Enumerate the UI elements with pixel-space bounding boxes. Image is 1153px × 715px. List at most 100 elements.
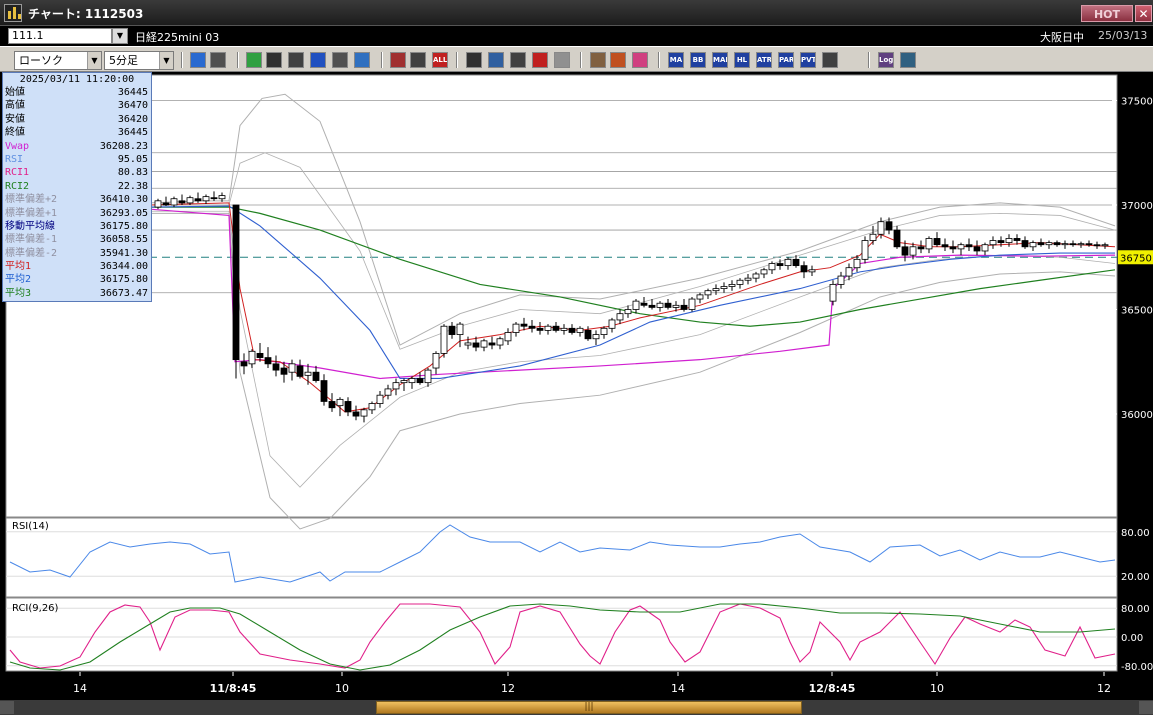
code-input[interactable]: 111.1: [8, 28, 112, 44]
candle-body: [728, 284, 736, 287]
rci2-line: [9, 603, 1116, 671]
undo-icon[interactable]: [310, 52, 326, 68]
candle-body: [392, 382, 400, 390]
trash-icon[interactable]: [354, 52, 370, 68]
hot-button[interactable]: HOT: [1081, 5, 1133, 22]
scroll-left-button[interactable]: [0, 701, 14, 714]
candle-body: [296, 365, 304, 377]
candle-body: [696, 294, 704, 300]
candle-body: [280, 367, 288, 375]
candle-body: [869, 233, 877, 241]
instrument-name: 日経225mini 03: [135, 31, 220, 44]
atr-icon[interactable]: ATR: [756, 52, 772, 68]
close-button[interactable]: ✕: [1135, 5, 1152, 22]
rci-tick-label: 0.00: [1121, 633, 1143, 644]
candle-body: [584, 329, 592, 340]
data-window-row: 標準偏差-2 35941.30: [3, 247, 151, 260]
sum-icon[interactable]: [510, 52, 526, 68]
data-window-key: 標準偏差+2: [5, 194, 58, 206]
toolbar-separator: [580, 52, 582, 68]
data-window-key: RCI1: [5, 167, 30, 179]
toolbar-separator: [181, 52, 183, 68]
chart-type-select[interactable]: ローソク ▼: [14, 51, 102, 70]
cursor-icon[interactable]: [288, 52, 304, 68]
data-window-key: Vwap: [5, 140, 30, 152]
data-window-key: 平均1: [5, 261, 32, 273]
candle-body: [1101, 244, 1109, 247]
data-window-key: 平均3: [5, 287, 32, 299]
data-window-row: 平均2 36175.80: [3, 273, 151, 286]
time-tick-label: 12: [501, 682, 515, 695]
candle-body: [544, 325, 552, 331]
candle-body: [504, 332, 512, 342]
candle-body: [512, 323, 520, 333]
candle-b-icon[interactable]: [410, 52, 426, 68]
all-icon[interactable]: ALL: [432, 52, 448, 68]
time-axis-bar: [6, 672, 1117, 698]
time-tick-label: 11/8:45: [210, 682, 257, 695]
draw-icon[interactable]: [266, 52, 282, 68]
candle-a-icon[interactable]: [390, 52, 406, 68]
chart-canvas[interactable]: 37500 37000 36500 36000 36750 RSI(14) 80.00 20.…: [0, 72, 1153, 700]
crosshair-icon[interactable]: [210, 52, 226, 68]
candle-body: [1069, 243, 1077, 246]
candle-body: [800, 265, 808, 273]
time-tick-label: 10: [335, 682, 349, 695]
candle-body: [264, 357, 272, 365]
pvt-icon[interactable]: PVT: [800, 52, 816, 68]
bb-icon[interactable]: BB: [690, 52, 706, 68]
scroll-thumb[interactable]: |||: [376, 701, 802, 714]
box-icon[interactable]: [822, 52, 838, 68]
time-scrollbar[interactable]: |||: [0, 700, 1153, 715]
grid-settings-icon[interactable]: [590, 52, 606, 68]
data-window-row: 始値 36445: [3, 86, 151, 99]
candle-body: [560, 327, 568, 331]
candle-body: [672, 304, 680, 308]
mae-icon[interactable]: MAE: [712, 52, 728, 68]
cross-icon[interactable]: [532, 52, 548, 68]
candle-body: [240, 361, 248, 367]
data-window-value: 35941.30: [99, 247, 148, 259]
zoom-icon[interactable]: [190, 52, 206, 68]
candle-body: [456, 323, 464, 335]
hl-icon[interactable]: HL: [734, 52, 750, 68]
candle-body: [536, 327, 544, 331]
candle-body: [664, 302, 672, 308]
candle-body: [376, 394, 384, 404]
price-panel: [5, 74, 1118, 518]
color-icon[interactable]: [632, 52, 648, 68]
candle-body: [720, 286, 728, 289]
candle-body: [688, 298, 696, 310]
candle-body: [552, 325, 560, 331]
disabled-icon[interactable]: [554, 52, 570, 68]
candle-body: [901, 246, 909, 256]
candle-body: [861, 240, 869, 260]
search-zoom-icon[interactable]: [488, 52, 504, 68]
candle-body: [792, 258, 800, 267]
pencil-icon[interactable]: [246, 52, 262, 68]
log-icon[interactable]: Log: [878, 52, 894, 68]
ma-icon[interactable]: MA: [668, 52, 684, 68]
data-window-row: 標準偏差+2 36410.30: [3, 193, 151, 206]
heart-icon[interactable]: [466, 52, 482, 68]
window-icon[interactable]: [900, 52, 916, 68]
code-dropdown-button[interactable]: ▼: [112, 28, 128, 44]
data-window-key: 移動平均線: [5, 220, 55, 232]
scroll-right-button[interactable]: [1139, 701, 1153, 714]
time-tick-label: 10: [930, 682, 944, 695]
candle-body: [336, 398, 344, 407]
candle-body: [272, 363, 280, 371]
notes-icon[interactable]: [332, 52, 348, 68]
data-window-key: 平均2: [5, 274, 32, 286]
par-icon[interactable]: PAR: [778, 52, 794, 68]
toolbar-separator: [868, 52, 870, 68]
candle-body: [1077, 243, 1085, 246]
interval-select[interactable]: 5分足 ▼: [104, 51, 174, 70]
candle-body: [877, 221, 885, 235]
price-tick-label: 36000: [1121, 410, 1153, 421]
data-window-value: 36420: [117, 113, 148, 125]
candle-body: [760, 269, 768, 275]
price-tick-label: 37000: [1121, 201, 1153, 212]
rci-tick-label: -80.00: [1121, 662, 1153, 673]
wrench-icon[interactable]: [610, 52, 626, 68]
